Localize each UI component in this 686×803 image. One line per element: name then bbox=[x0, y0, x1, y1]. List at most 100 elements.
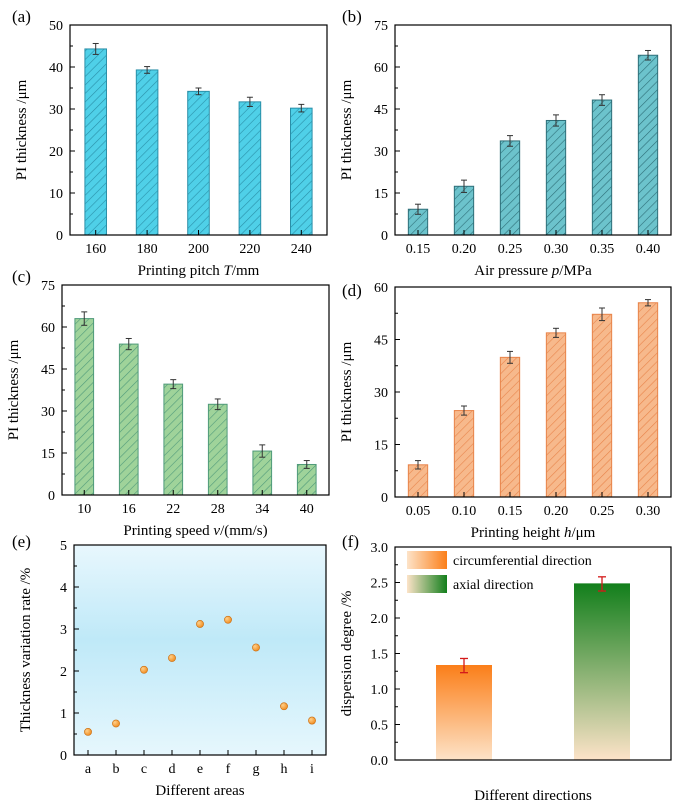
data-point bbox=[140, 665, 148, 674]
y-tick-label: 20 bbox=[49, 145, 63, 160]
bar bbox=[453, 410, 475, 498]
y-tick-label: 15 bbox=[41, 447, 55, 462]
panel-b: (b) 0 15 30 45 60 75 PI thickness /μm Air pressu… bbox=[339, 7, 672, 279]
y-tick-label: 0.5 bbox=[371, 719, 389, 734]
y-tick-label: 15 bbox=[374, 187, 388, 202]
data-point bbox=[84, 728, 92, 736]
panel-label: (a) bbox=[12, 7, 31, 26]
x-tick-label: 200 bbox=[188, 242, 209, 257]
x-tick-label: 0.20 bbox=[452, 242, 477, 257]
x-tick-label: 0.35 bbox=[590, 242, 615, 257]
panel-label: (b) bbox=[342, 7, 362, 26]
x-tick-label: 0.40 bbox=[636, 242, 661, 257]
y-tick-label: 75 bbox=[374, 19, 388, 34]
y-tick-label: 45 bbox=[374, 103, 388, 118]
bar bbox=[574, 583, 630, 760]
data-point bbox=[168, 654, 176, 662]
y-tick-label: 2.0 bbox=[371, 612, 389, 627]
plot-frame bbox=[69, 24, 328, 236]
x-tick-label: 0.15 bbox=[498, 504, 523, 519]
bar bbox=[545, 119, 567, 236]
data-point bbox=[308, 716, 316, 725]
x-axis-label: Printing height h/μm bbox=[471, 525, 596, 541]
bar bbox=[637, 54, 659, 236]
y-axis-label: PI thickness /μm bbox=[14, 79, 30, 180]
y-tick-label: 60 bbox=[41, 321, 55, 336]
y-axis-label: PI thickness /μm bbox=[339, 79, 355, 180]
legend-label: circumferential direction bbox=[453, 554, 592, 569]
panel-label: (c) bbox=[12, 267, 31, 286]
x-axis-label: Different directions bbox=[474, 788, 592, 803]
x-tick-label: 220 bbox=[239, 242, 260, 257]
y-axis-label: dispersion degree /% bbox=[339, 591, 355, 717]
x-axis-label: Printing pitch T/mm bbox=[138, 263, 260, 279]
y-tick-label: 3 bbox=[60, 623, 67, 638]
y-tick-label: 0 bbox=[56, 229, 63, 244]
y-axis-label: Thickness variation rate /% bbox=[18, 568, 34, 733]
bar bbox=[545, 332, 567, 498]
x-tick-label: 0.30 bbox=[636, 504, 661, 519]
x-tick-label: 0.25 bbox=[590, 504, 615, 519]
panel-e: (e) 0 1 2 3 4 5 Thickness variation rate /% Diff… bbox=[12, 532, 327, 799]
data-point bbox=[280, 702, 288, 711]
x-tick-label: i bbox=[310, 762, 314, 777]
y-tick-label: 0.0 bbox=[371, 754, 389, 769]
y-tick-label: 2 bbox=[60, 665, 67, 680]
bar bbox=[135, 69, 159, 236]
bar bbox=[591, 99, 613, 236]
x-tick-label: 0.20 bbox=[544, 504, 569, 519]
plot-background bbox=[74, 545, 326, 755]
x-axis-label: Air pressure p/MPa bbox=[474, 263, 592, 279]
bar bbox=[436, 665, 492, 760]
x-tick-label: 0.30 bbox=[544, 242, 569, 257]
data-point bbox=[252, 643, 260, 652]
y-tick-label: 1.0 bbox=[371, 683, 389, 698]
x-axis-label: Different areas bbox=[155, 783, 244, 799]
x-axis-label: Printing speed v/(mm/s) bbox=[123, 523, 267, 539]
legend-swatch bbox=[407, 575, 447, 593]
y-tick-label: 30 bbox=[374, 145, 388, 160]
plot-frame bbox=[394, 286, 672, 498]
y-tick-label: 1 bbox=[60, 707, 67, 722]
y-tick-label: 40 bbox=[49, 61, 63, 76]
x-tick-label: f bbox=[226, 762, 231, 777]
bar bbox=[238, 101, 262, 236]
y-tick-label: 60 bbox=[374, 61, 388, 76]
bar bbox=[499, 140, 521, 236]
x-tick-label: d bbox=[169, 762, 176, 777]
bar bbox=[84, 48, 107, 236]
panel-label: (d) bbox=[342, 281, 362, 300]
x-tick-label: 22 bbox=[166, 502, 180, 517]
y-tick-label: 45 bbox=[41, 363, 55, 378]
data-point bbox=[112, 719, 120, 728]
x-tick-label: 180 bbox=[137, 242, 158, 257]
x-tick-label: h bbox=[281, 762, 288, 777]
y-tick-label: 0 bbox=[60, 749, 67, 764]
y-tick-label: 30 bbox=[49, 103, 63, 118]
x-tick-label: c bbox=[141, 762, 147, 777]
x-tick-label: 0.10 bbox=[452, 504, 477, 519]
y-tick-label: 0 bbox=[381, 229, 388, 244]
bar bbox=[453, 185, 475, 236]
bar bbox=[163, 383, 184, 496]
data-point bbox=[196, 620, 204, 628]
y-tick-label: 5 bbox=[60, 539, 67, 554]
bar bbox=[207, 403, 228, 496]
y-tick-label: 3.0 bbox=[371, 541, 389, 556]
bar bbox=[499, 356, 521, 498]
legend-swatch bbox=[407, 551, 447, 569]
x-tick-label: a bbox=[85, 762, 92, 777]
bar bbox=[290, 107, 313, 236]
bar bbox=[187, 90, 210, 236]
x-tick-label: 0.05 bbox=[406, 504, 431, 519]
x-tick-label: 160 bbox=[85, 242, 106, 257]
panel-label: (f) bbox=[342, 532, 359, 551]
panel-f: (f) 0.0 0.5 1.0 1.5 2.0 2.5 3.0 dispersion degre… bbox=[339, 532, 672, 803]
y-tick-label: 0 bbox=[381, 491, 388, 506]
y-tick-label: 60 bbox=[374, 281, 388, 296]
x-tick-label: 10 bbox=[77, 502, 91, 517]
panel-d: (d) 0 15 30 45 60 PI thickness /μm Printing hei… bbox=[339, 281, 672, 541]
x-tick-label: 40 bbox=[300, 502, 314, 517]
x-tick-label: 34 bbox=[255, 502, 269, 517]
